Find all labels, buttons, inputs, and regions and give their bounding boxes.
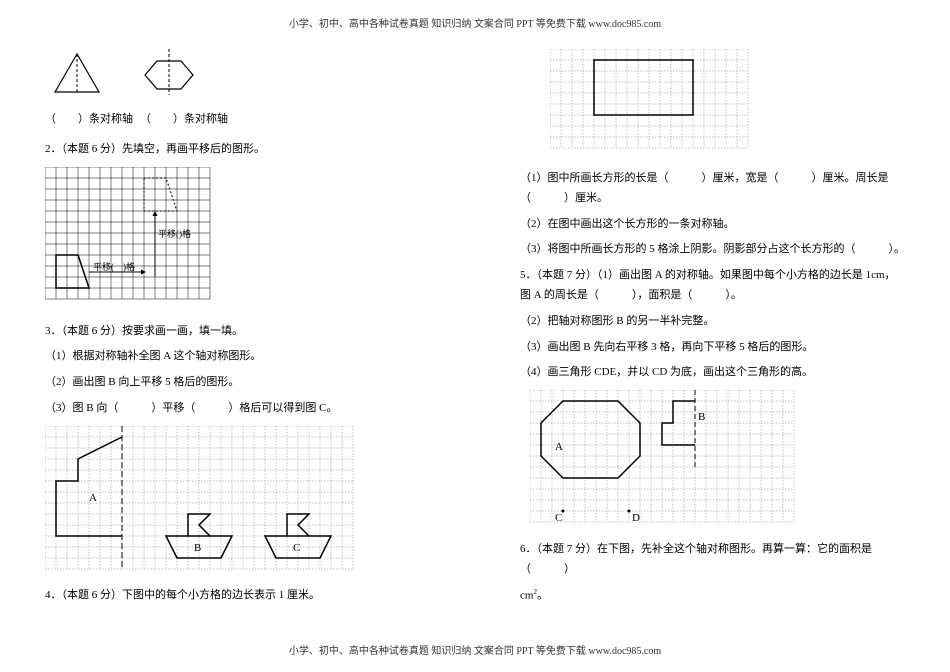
- q6-title: 6．（本题 7 分）在下图，先补全这个轴对称图形。再算一算：它的面积是（ ）: [520, 540, 905, 580]
- shapes-figure: （ ）条对称轴 （ ）条对称轴: [45, 49, 430, 133]
- q5-title: 5．（本题 7 分）（1）画出图 A 的对称轴。如果图中每个小方格的边长是 1c…: [520, 266, 905, 306]
- q6-unit-line: cm2。: [520, 586, 905, 606]
- q5-2: （2）把轴对称图形 B 的另一半补完整。: [520, 312, 905, 332]
- q5-4: （4）画三角形 CDE，并以 CD 为底，画出这个三角形的高。: [520, 363, 905, 383]
- axis-blank-1: （ ）条对称轴: [45, 110, 140, 130]
- q4-1: （1）图中所画长方形的长是（ ）厘米，宽是（ ）厘米。周长是（ ）厘米。: [520, 169, 905, 209]
- q5-3: （3）画出图 B 先向右平移 3 格，再向下平移 5 格后的图形。: [520, 338, 905, 358]
- label-c: C: [293, 542, 300, 554]
- q5-grid: A B C D: [530, 390, 905, 533]
- triangle-hexagon-svg: [45, 49, 245, 104]
- q4-svg: [550, 49, 760, 159]
- q6-punct: 。: [537, 589, 548, 601]
- q4-grid: [550, 49, 905, 162]
- q3-grid: A B C: [45, 426, 430, 579]
- q5-svg: A B C D: [530, 390, 800, 530]
- q3-svg: A B C: [45, 426, 365, 576]
- q2-h-label: 平移( )格: [93, 261, 135, 272]
- q4-2: （2）在图中画出这个长方形的一条对称轴。: [520, 215, 905, 235]
- q2-v-label: 平移()格: [158, 228, 191, 239]
- page-footer: 小学、初中、高中各种试卷真题 知识归纳 文案合同 PPT 等免费下载 www.d…: [0, 642, 950, 657]
- label-b: B: [194, 542, 201, 554]
- left-column: （ ）条对称轴 （ ）条对称轴 2．（本题 6 分）先填空，再画平移后的图形。: [45, 45, 430, 627]
- q5-label-a: A: [555, 441, 563, 453]
- q3-2: （2）画出图 B 向上平移 5 格后的图形。: [45, 373, 430, 393]
- q3-title: 3．（本题 6 分）按要求画一画，填一填。: [45, 322, 430, 342]
- q4-3: （3）将图中所画长方形的 5 格涂上阴影。阴影部分占这个长方形的（ ）。: [520, 240, 905, 260]
- q2-svg: 平移()格 平移( )格: [45, 167, 225, 312]
- q2-title: 2．（本题 6 分）先填空，再画平移后的图形。: [45, 140, 430, 160]
- q3-1: （1）根据对称轴补全图 A 这个轴对称图形。: [45, 347, 430, 367]
- q3-3: （3）图 B 向（ ）平移（ ）格后可以得到图 C。: [45, 399, 430, 419]
- q5-label-b: B: [698, 411, 705, 423]
- q5-label-d: D: [632, 512, 640, 524]
- axis-blank-2: （ ）条对称轴: [140, 110, 228, 130]
- q2-grid: 平移()格 平移( )格: [45, 167, 430, 315]
- q6-unit: cm: [520, 589, 533, 601]
- q5-label-c: C: [555, 512, 562, 524]
- content-columns: （ ）条对称轴 （ ）条对称轴 2．（本题 6 分）先填空，再画平移后的图形。: [45, 45, 905, 627]
- label-a: A: [89, 492, 97, 504]
- q4-title: 4．（本题 6 分）下图中的每个小方格的边长表示 1 厘米。: [45, 586, 430, 606]
- right-column: （1）图中所画长方形的长是（ ）厘米，宽是（ ）厘米。周长是（ ）厘米。 （2）…: [520, 45, 905, 627]
- page-header: 小学、初中、高中各种试卷真题 知识归纳 文案合同 PPT 等免费下载 www.d…: [0, 15, 950, 30]
